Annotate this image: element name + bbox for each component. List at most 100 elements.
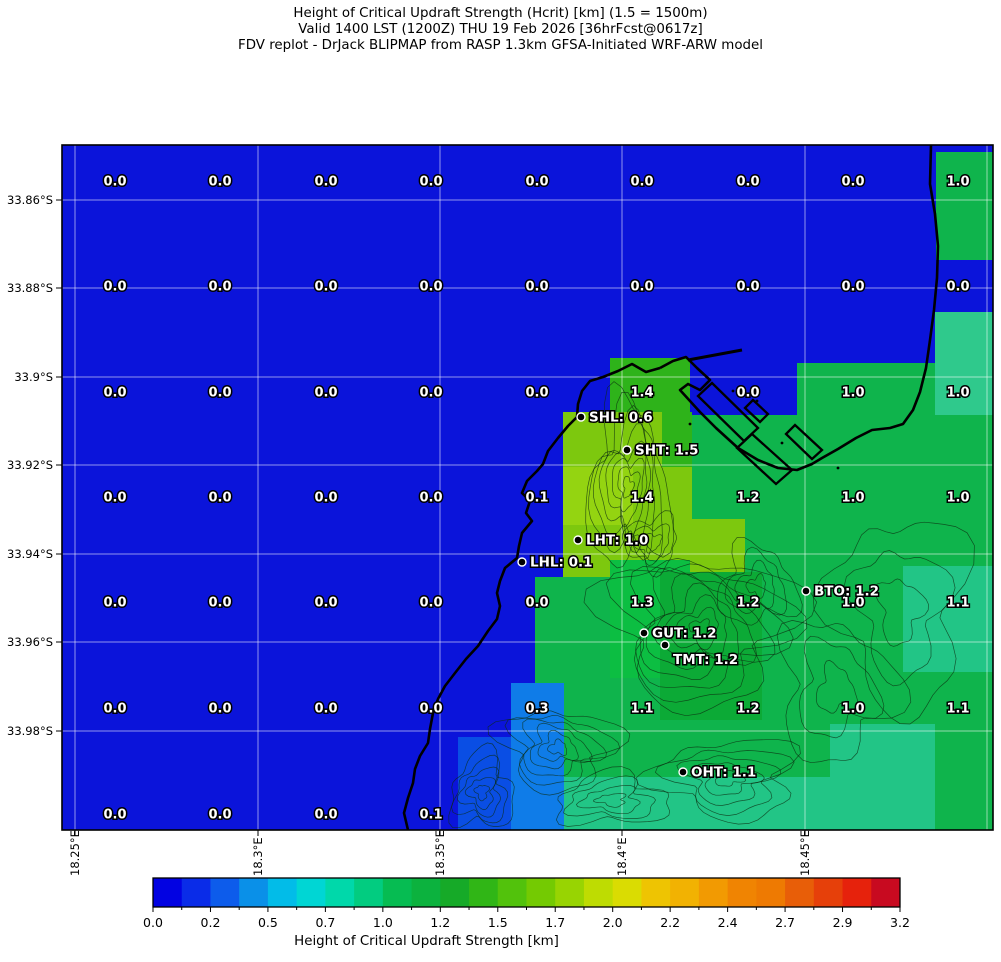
colorbar-segment bbox=[354, 878, 384, 907]
plot-title-block: Height of Critical Updraft Strength (Hcr… bbox=[0, 6, 1001, 55]
grid-value-label: 0.1 bbox=[419, 808, 442, 823]
grid-value-label: 0.0 bbox=[419, 280, 442, 295]
region-ne-shore-green bbox=[797, 363, 935, 415]
region-se-teal bbox=[830, 724, 935, 830]
colorbar-segment bbox=[670, 878, 700, 907]
station-label-LHL: LHL: 0.1 bbox=[530, 555, 593, 571]
terrain-contour bbox=[676, 755, 782, 806]
x-axis-tick-label: 18.45°E bbox=[798, 830, 812, 876]
terrain-contour bbox=[487, 709, 631, 796]
colorbar-segment bbox=[756, 878, 786, 907]
grid-value-label: 0.0 bbox=[419, 386, 442, 401]
x-axis-tick-label: 18.3°E bbox=[251, 837, 265, 876]
region-coastal-medblue bbox=[458, 737, 511, 830]
grid-value-label: 1.0 bbox=[841, 491, 864, 506]
terrain-contour bbox=[697, 762, 765, 796]
grid-value-label: 0.0 bbox=[103, 808, 126, 823]
terrain-contour bbox=[605, 563, 808, 703]
plot-title-line3: FDV replot - DrJack BLIPMAP from RASP 1.… bbox=[238, 38, 763, 54]
islet-speck bbox=[731, 389, 735, 393]
colorbar-segment bbox=[239, 878, 269, 907]
terrain-contour bbox=[621, 510, 677, 578]
terrain-contour bbox=[874, 578, 929, 647]
station-dot-TMT bbox=[660, 640, 670, 650]
station-label-GUT: GUT: 1.2 bbox=[652, 626, 717, 642]
terrain-contour bbox=[654, 582, 740, 665]
islet-speck bbox=[755, 399, 759, 403]
colorbar-segment bbox=[612, 878, 642, 907]
terrain-contour bbox=[605, 440, 648, 542]
y-axis-tick-label: 33.98°S bbox=[7, 724, 53, 738]
grid-value-label: 1.2 bbox=[736, 702, 759, 717]
grid-value-label: 0.0 bbox=[525, 175, 548, 190]
grid-value-label: 1.4 bbox=[630, 386, 653, 401]
grid-value-label: 0.0 bbox=[208, 491, 231, 506]
grid-value-label: 0.0 bbox=[736, 386, 759, 401]
grid-value-label: 0.0 bbox=[208, 808, 231, 823]
station-dot-LHT bbox=[573, 535, 583, 545]
colorbar-segment bbox=[813, 878, 844, 907]
terrain-contour bbox=[664, 594, 727, 660]
grid-value-label: 1.3 bbox=[630, 596, 653, 611]
terrain-contour bbox=[632, 523, 671, 566]
terrain-contour bbox=[537, 729, 579, 762]
terrain-contour bbox=[547, 738, 568, 756]
station-label-TMT: TMT: 1.2 bbox=[673, 652, 738, 668]
terrain-contour bbox=[724, 546, 787, 616]
grid-value-label: 0.0 bbox=[736, 280, 759, 295]
colorbar-tick-label: 2.4 bbox=[718, 915, 738, 930]
station-dot-SHL bbox=[576, 412, 586, 422]
y-axis-tick-label: 33.96°S bbox=[7, 635, 53, 649]
grid-value-label: 1.0 bbox=[841, 596, 864, 611]
terrain-contour bbox=[630, 566, 794, 689]
terrain-contour bbox=[598, 423, 652, 554]
terrain-contour bbox=[812, 521, 975, 725]
grid-value-label: 0.0 bbox=[736, 175, 759, 190]
grid-value-label: 1.0 bbox=[841, 386, 864, 401]
terrain-contour bbox=[504, 715, 621, 786]
colorbar-tick-label: 2.0 bbox=[603, 915, 623, 930]
grid-value-label: 0.0 bbox=[208, 175, 231, 190]
colorbar-segment bbox=[181, 878, 211, 907]
grid-value-label: 1.0 bbox=[946, 491, 969, 506]
terrain-contour bbox=[451, 754, 509, 824]
station-label-OHT: OHT: 1.1 bbox=[691, 765, 756, 781]
colorbar-segment bbox=[842, 878, 872, 907]
grid-value-label: 0.0 bbox=[208, 386, 231, 401]
grid-value-label: 1.1 bbox=[946, 702, 969, 717]
terrain-contour bbox=[592, 404, 655, 561]
colorbar-segment bbox=[440, 878, 470, 907]
terrain-contour bbox=[555, 766, 671, 827]
grid-value-label: 0.0 bbox=[419, 596, 442, 611]
grid-value-label: 0.0 bbox=[208, 702, 231, 717]
colorbar-tick-label: 2.7 bbox=[775, 915, 795, 930]
colorbar-segment bbox=[727, 878, 757, 907]
colorbar-segment bbox=[382, 878, 413, 907]
colorbar-tick-label: 0.5 bbox=[258, 915, 278, 930]
x-axis-tick-label: 18.25°E bbox=[68, 830, 82, 876]
colorbar-tick-label: 2.2 bbox=[660, 915, 680, 930]
grid-value-label: 1.0 bbox=[841, 702, 864, 717]
grid-value-label: 0.0 bbox=[525, 596, 548, 611]
grid-value-label: 0.0 bbox=[314, 386, 337, 401]
grid-value-label: 1.2 bbox=[736, 491, 759, 506]
station-dot-LHL bbox=[517, 557, 527, 567]
grid-value-label: 0.0 bbox=[103, 491, 126, 506]
colorbar-segment bbox=[698, 878, 729, 907]
colorbar-tick-label: 1.5 bbox=[488, 915, 508, 930]
harbor-breakwater bbox=[687, 348, 743, 362]
station-label-BTO: BTO: 1.2 bbox=[814, 584, 879, 600]
grid-value-label: 0.0 bbox=[419, 702, 442, 717]
grid-value-label: 0.0 bbox=[419, 491, 442, 506]
grid-value-label: 0.0 bbox=[630, 280, 653, 295]
terrain-contour bbox=[529, 722, 593, 770]
colorbar-tick-label: 0.7 bbox=[315, 915, 335, 930]
grid-value-label: 1.1 bbox=[630, 702, 653, 717]
terrain-contour bbox=[745, 573, 766, 599]
terrain-contour bbox=[464, 777, 496, 811]
grid-value-label: 1.4 bbox=[630, 491, 653, 506]
colorbar-segment bbox=[469, 878, 499, 907]
colorbar-segment bbox=[583, 878, 614, 907]
terrain-contour bbox=[588, 392, 663, 562]
terrain-contour bbox=[639, 567, 776, 680]
